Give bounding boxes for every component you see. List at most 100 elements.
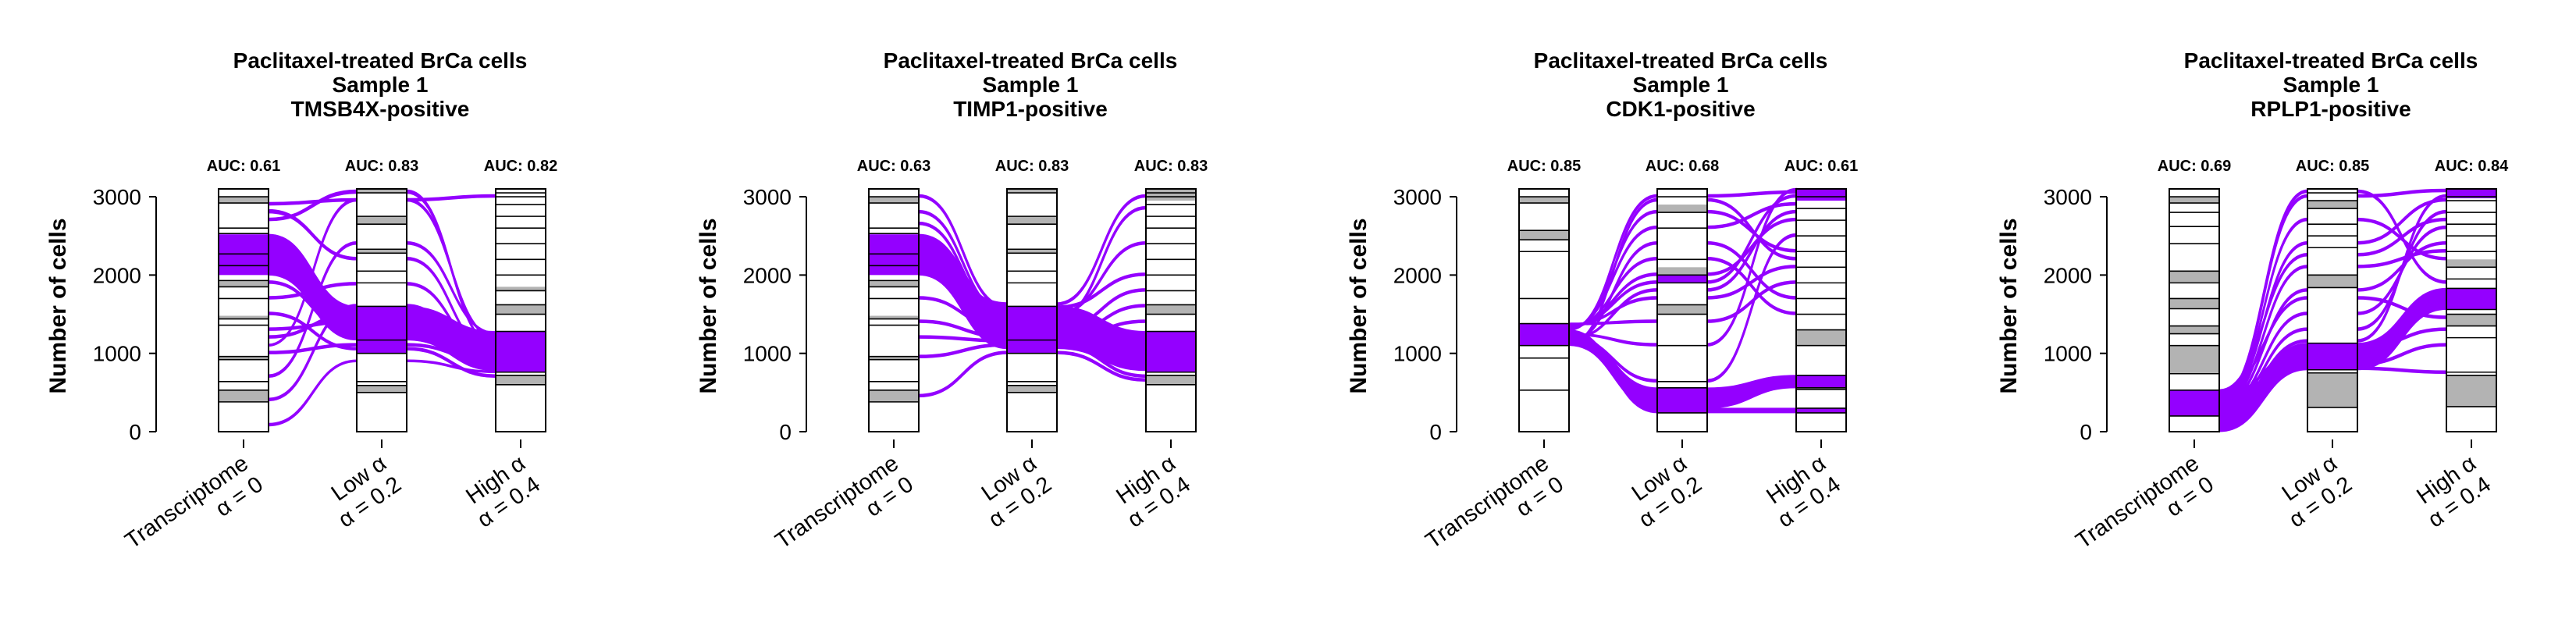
stratum-grey-block: [357, 189, 407, 194]
stratum-highlight-block: [1796, 189, 1846, 201]
stratum-grey-block: [2307, 372, 2357, 407]
y-tick-label: 2000: [93, 263, 141, 287]
stratum-bar-1: [868, 188, 920, 432]
stratum-outline: [1795, 188, 1847, 432]
chart-title-line: Sample 1: [333, 73, 429, 97]
stratum-background: [1519, 189, 1569, 432]
y-tick-label: 1000: [1393, 342, 1442, 366]
stratum-grey-block: [2169, 271, 2219, 283]
stratum-grey-block: [1519, 197, 1569, 204]
chart-title-line: TIMP1-positive: [953, 97, 1108, 121]
stratum-outline: [1518, 188, 1570, 432]
y-tick-label: 2000: [2044, 263, 2092, 287]
stratum-bar-3: [2446, 188, 2497, 432]
auc-label: AUC: 0.83: [995, 158, 1069, 175]
y-tick-label: 3000: [1393, 185, 1442, 209]
stratum-grey-block: [1146, 375, 1196, 385]
stratum-highlight-block: [2446, 189, 2496, 199]
stratum-grey-block: [2169, 298, 2219, 309]
stratum-grey-block: [496, 286, 546, 291]
stratum-grey-block: [219, 197, 269, 204]
stratum-outline: [218, 188, 269, 432]
stratum-grey-block: [2169, 326, 2219, 334]
stratum-grey-block: [1007, 189, 1057, 194]
stratum-grey-block: [1796, 387, 1846, 390]
stratum-grey-block: [1657, 267, 1707, 276]
y-tick-label: 0: [129, 420, 141, 444]
auc-label: AUC: 0.83: [1134, 158, 1208, 175]
x-axis-label: High αα = 0.4: [2412, 451, 2495, 533]
chart-title-line: Sample 1: [1633, 73, 1729, 97]
stratum-outline: [1006, 188, 1058, 432]
auc-label: AUC: 0.61: [207, 158, 280, 175]
y-tick-label: 1000: [743, 342, 792, 366]
stratum-highlight-block: [1796, 407, 1846, 413]
x-axis-label: Low αα = 0.2: [2278, 451, 2357, 533]
stratum-grey-block: [219, 356, 269, 360]
auc-label: AUC: 0.69: [2158, 158, 2231, 175]
chart-title-line: RPLP1-positive: [2250, 97, 2411, 121]
auc-label: AUC: 0.84: [2435, 158, 2509, 175]
y-axis-label: Number of cells: [1996, 218, 2022, 393]
auc-label: AUC: 0.68: [1646, 158, 1719, 175]
stratum-grey-block: [219, 315, 269, 319]
stratum-grey-block: [357, 216, 407, 225]
stratum-grey-block: [1146, 304, 1196, 315]
stratum-outline: [868, 188, 920, 432]
stratum-grey-block: [496, 304, 546, 315]
stratum-outline: [2169, 188, 2220, 432]
stratum-grey-block: [869, 280, 919, 287]
auc-label: AUC: 0.82: [484, 158, 557, 175]
stratum-bar-1: [1518, 188, 1570, 432]
stratum-highlight-block: [2169, 390, 2219, 416]
auc-label: AUC: 0.85: [1507, 158, 1581, 175]
stratum-highlight-block: [1657, 275, 1707, 283]
chart-title-line: Sample 1: [2283, 73, 2379, 97]
chart-title-line: CDK1-positive: [1606, 97, 1755, 121]
stratum-grey-block: [2446, 375, 2496, 407]
chart-title-line: Sample 1: [983, 73, 1079, 97]
stratum-highlight-block: [1146, 331, 1196, 372]
y-axis-label: Number of cells: [45, 218, 71, 393]
stratum-highlight-block: [869, 234, 919, 276]
stratum-highlight-block: [1007, 306, 1057, 354]
stratum-outline: [1145, 188, 1197, 432]
stratum-grey-block: [2169, 197, 2219, 204]
stratum-grey-block: [357, 385, 407, 393]
stratum-bar-3: [495, 188, 546, 432]
stratum-outline: [2307, 188, 2358, 432]
stratum-bar-2: [356, 188, 407, 432]
stratum-grey-block: [869, 197, 919, 204]
stratum-bar-2: [1006, 188, 1058, 432]
stratum-outline: [2446, 188, 2497, 432]
x-axis-label: Low αα = 0.2: [327, 451, 406, 533]
stratum-grey-block: [1007, 249, 1057, 254]
y-tick-label: 3000: [2044, 185, 2092, 209]
y-tick-label: 0: [779, 420, 792, 444]
stratum-highlight-block: [2307, 343, 2357, 370]
stratum-grey-block: [496, 375, 546, 385]
stratum-background: [1796, 189, 1846, 432]
x-axis-label: High αα = 0.4: [461, 451, 544, 533]
stratum-grey-block: [219, 280, 269, 287]
stratum-grey-block: [869, 390, 919, 402]
stratum-highlight-block: [1657, 387, 1707, 413]
stratum-highlight-block: [357, 306, 407, 354]
stratum-grey-block: [1007, 216, 1057, 225]
y-tick-label: 1000: [93, 342, 141, 366]
stratum-highlight-block: [219, 234, 269, 276]
y-tick-label: 2000: [1393, 263, 1442, 287]
chart-title-line: TMSB4X-positive: [291, 97, 470, 121]
stratum-bar-3: [1145, 188, 1197, 432]
y-tick-label: 3000: [743, 185, 792, 209]
stratum-grey-block: [1007, 385, 1057, 393]
